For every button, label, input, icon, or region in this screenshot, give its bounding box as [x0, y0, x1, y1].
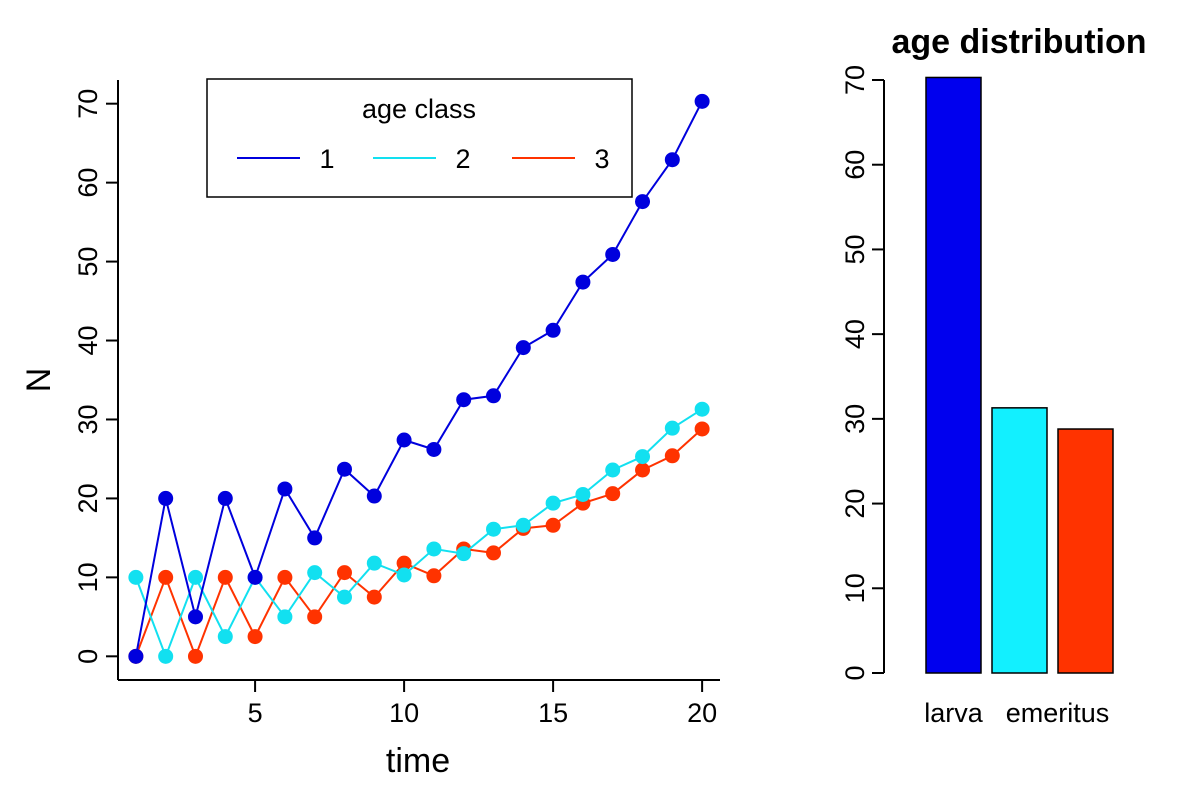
series-2-point: [456, 546, 472, 562]
series-3-point: [396, 555, 412, 571]
series-1-point: [575, 274, 591, 290]
bar-y-tick-label: 20: [840, 489, 870, 519]
bar-y-tick-label: 10: [840, 573, 870, 603]
series-2-point: [336, 589, 352, 605]
legend-label-2: 2: [455, 144, 470, 174]
series-2-point: [307, 565, 323, 581]
series-2-point: [396, 567, 412, 583]
y-tick-label: 30: [73, 404, 103, 434]
x-tick-label: 15: [538, 698, 568, 728]
series-1-point: [605, 246, 621, 262]
bar-y-tick-label: 0: [840, 665, 870, 680]
x-tick-label: 5: [248, 698, 263, 728]
series-3-point: [486, 545, 502, 561]
line-chart-ticks: 5 10 15 20 0 10 20 30 40 50 60 70: [73, 89, 717, 728]
line-chart-series: [128, 93, 710, 664]
series-1-point: [366, 488, 382, 504]
series-2-point: [694, 401, 710, 417]
line-chart-axes: [117, 80, 720, 681]
series-2-point: [366, 555, 382, 571]
series-1-point: [217, 490, 233, 506]
legend: age class 1 2 3: [206, 78, 633, 198]
series-2-point: [545, 495, 561, 511]
series-1-point: [158, 490, 174, 506]
bar-chart-bars: [925, 76, 1114, 674]
series-2-point: [635, 449, 651, 465]
series-1-point: [277, 481, 293, 497]
series-2-line: [134, 408, 703, 660]
y-tick-label: 40: [73, 326, 103, 356]
series-2-point: [128, 569, 144, 585]
series-2-point: [158, 648, 174, 664]
series-3-point: [187, 648, 203, 664]
series-2-point: [217, 629, 233, 645]
x-axis-label: time: [386, 742, 450, 780]
series-1-point: [694, 93, 710, 109]
series-3-point: [158, 569, 174, 585]
series-3-point: [307, 609, 323, 625]
series-2-point: [664, 420, 680, 436]
series-2-point: [277, 609, 293, 625]
series-3-point: [247, 629, 263, 645]
legend-title: age class: [362, 94, 476, 124]
series-1-point: [307, 530, 323, 546]
bar-y-tick-label: 30: [840, 404, 870, 434]
bar-0: [925, 76, 982, 674]
series-3-point: [664, 448, 680, 464]
series-2-point: [605, 462, 621, 478]
x-tick-label: 10: [389, 698, 419, 728]
series-1-point: [545, 322, 561, 338]
series-2-point: [515, 517, 531, 533]
series-2-point: [575, 486, 591, 502]
bar-chart-category-labels: larva emeritus: [924, 698, 1109, 728]
series-3-point: [366, 589, 382, 605]
series-1-point: [128, 648, 144, 664]
y-tick-label: 0: [73, 649, 103, 664]
legend-label-3: 3: [594, 144, 609, 174]
series-3-point: [545, 517, 561, 533]
y-tick-label: 10: [73, 562, 103, 592]
y-tick-label: 20: [73, 483, 103, 513]
series-3-point: [605, 486, 621, 502]
series-1-point: [426, 441, 442, 457]
series-1-point: [247, 569, 263, 585]
x-tick-label: 20: [687, 698, 717, 728]
series-1-point: [515, 340, 531, 356]
series-2-point: [486, 521, 502, 537]
series-3-point: [217, 569, 233, 585]
series-1-point: [486, 388, 502, 404]
bar-chart-ticks: 0 10 20 30 40 50 60 70: [840, 65, 884, 681]
y-tick-label: 60: [73, 168, 103, 198]
series-1-point: [456, 392, 472, 408]
bar-y-tick-label: 70: [840, 65, 870, 95]
legend-box: [206, 78, 633, 198]
bar-y-tick-label: 60: [840, 150, 870, 180]
series-1-point: [635, 194, 651, 210]
series-3-point: [426, 568, 442, 584]
series-1-point: [396, 432, 412, 448]
series-1-point: [664, 152, 680, 168]
legend-label-1: 1: [319, 144, 334, 174]
legend-items: 1 2 3: [237, 144, 610, 174]
y-axis-label: N: [20, 368, 58, 393]
series-3-line: [134, 428, 703, 660]
series-2-point: [426, 541, 442, 557]
series-2-point: [187, 569, 203, 585]
series-3-point: [694, 421, 710, 437]
y-tick-label: 70: [73, 89, 103, 119]
bar-label-2: emeritus: [1006, 698, 1110, 728]
bar-label-0: larva: [924, 698, 984, 728]
y-tick-label: 50: [73, 247, 103, 277]
series-3-point: [635, 462, 651, 478]
series-3-point: [277, 569, 293, 585]
bar-1: [991, 407, 1048, 674]
bar-y-tick-label: 50: [840, 234, 870, 264]
bar-2: [1057, 428, 1114, 674]
series-3-point: [336, 565, 352, 581]
series-1-point: [336, 461, 352, 477]
bar-chart-title: age distribution: [892, 23, 1147, 61]
series-1-point: [187, 609, 203, 625]
bar-y-tick-label: 40: [840, 319, 870, 349]
